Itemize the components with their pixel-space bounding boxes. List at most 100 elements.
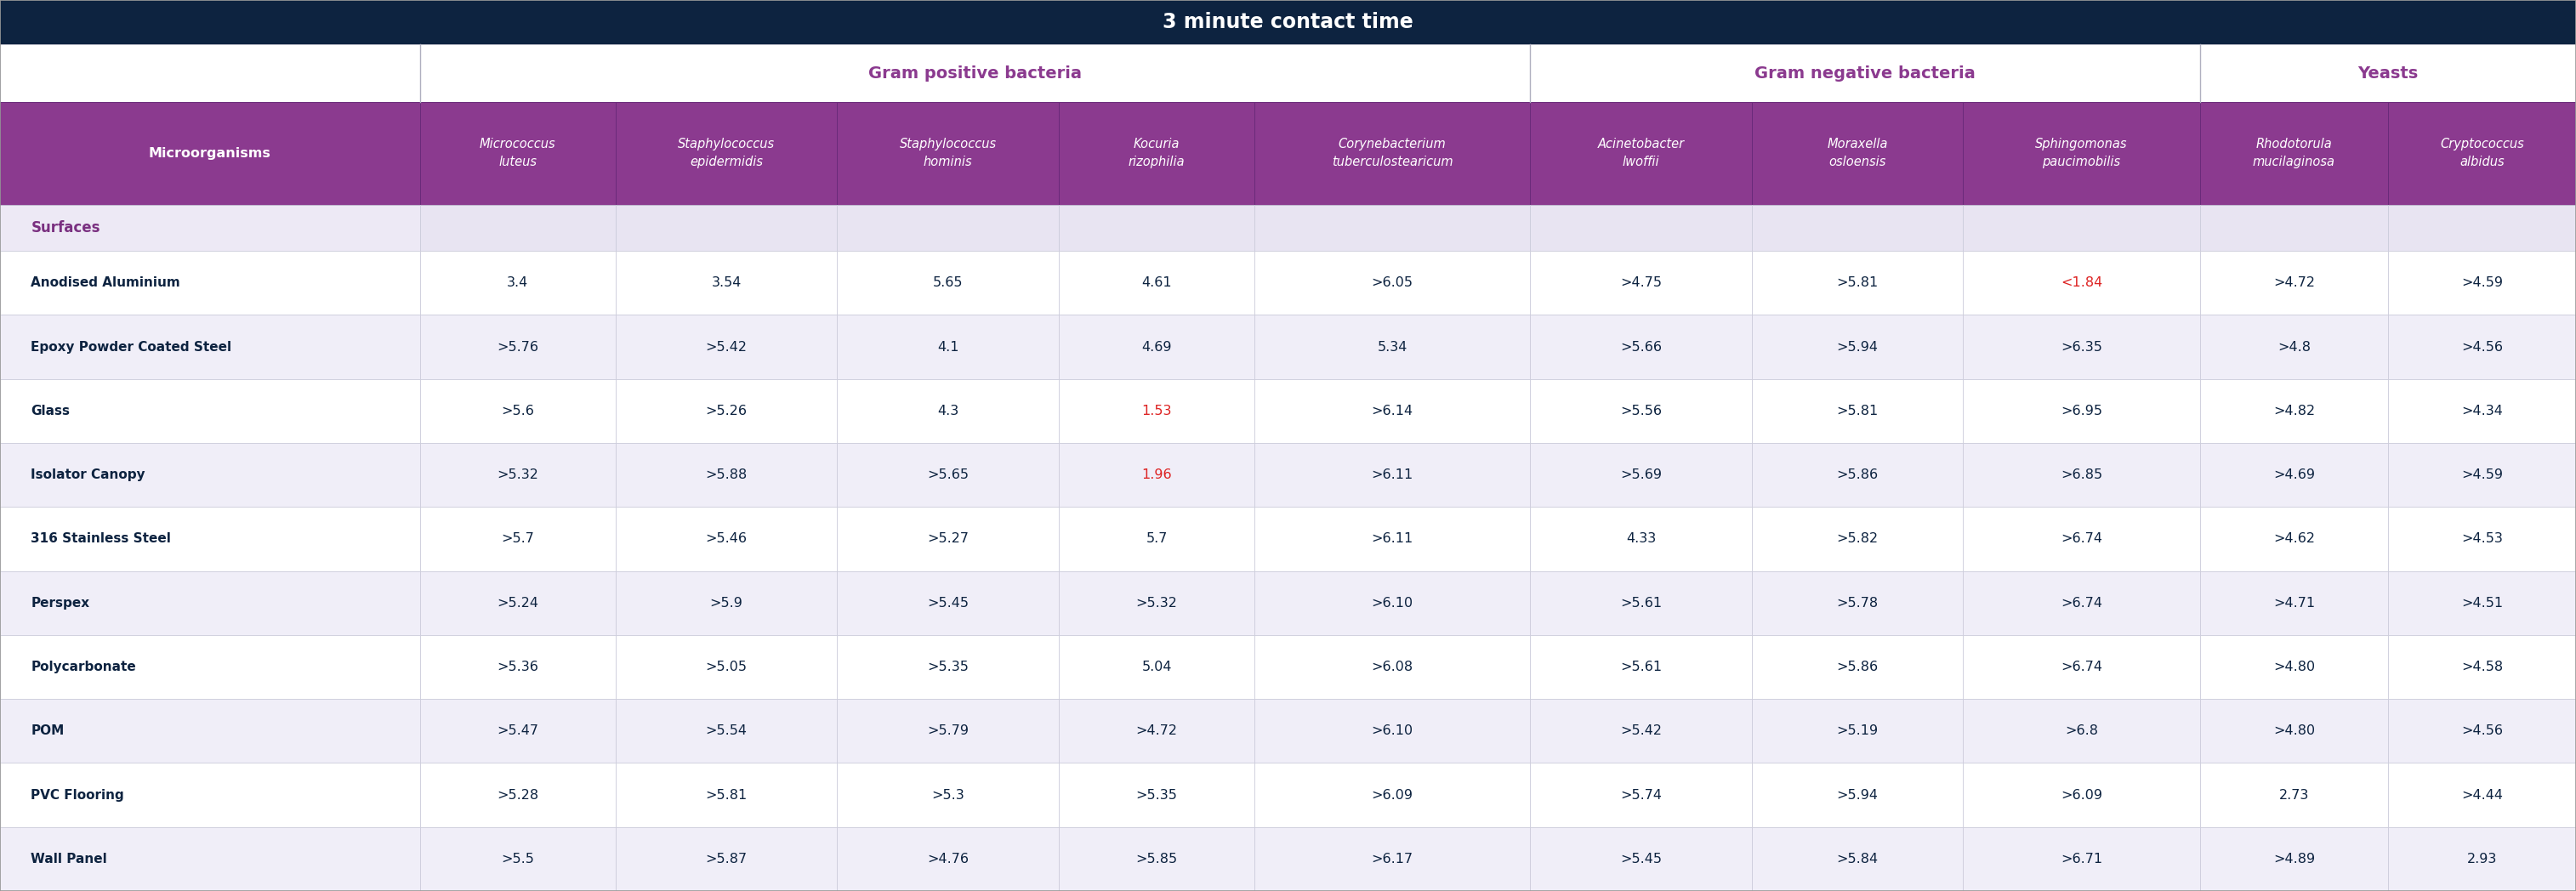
Bar — [1963, 827, 2200, 891]
Bar — [2388, 102, 2576, 205]
Bar — [1963, 635, 2200, 699]
Bar — [1530, 102, 1752, 205]
Bar — [2388, 763, 2576, 827]
Bar — [420, 205, 616, 251]
Bar — [837, 571, 1059, 635]
Text: >5.32: >5.32 — [497, 469, 538, 481]
Text: >4.56: >4.56 — [2460, 340, 2504, 354]
Bar — [1963, 251, 2200, 315]
Bar — [1059, 315, 1255, 379]
Text: >5.45: >5.45 — [927, 597, 969, 609]
Text: >5.42: >5.42 — [1620, 724, 1662, 738]
Text: 1.53: 1.53 — [1141, 405, 1172, 417]
Text: Yeasts: Yeasts — [2357, 65, 2419, 81]
Bar — [1963, 315, 2200, 379]
Bar — [1752, 315, 1963, 379]
Bar — [616, 763, 837, 827]
Bar — [0, 699, 420, 763]
Bar — [616, 827, 837, 891]
Bar — [1963, 102, 2200, 205]
Text: >5.82: >5.82 — [1837, 533, 1878, 545]
Text: 4.61: 4.61 — [1141, 276, 1172, 290]
Bar — [837, 379, 1059, 443]
Text: Anodised Aluminium: Anodised Aluminium — [31, 276, 180, 290]
Text: Corynebacterium
tuberculostearicum: Corynebacterium tuberculostearicum — [1332, 138, 1453, 168]
Bar — [420, 251, 616, 315]
Bar — [1255, 827, 1530, 891]
Bar — [0, 315, 420, 379]
Bar — [1255, 379, 1530, 443]
Bar — [0, 635, 420, 699]
Bar — [2388, 379, 2576, 443]
Text: >5.36: >5.36 — [497, 660, 538, 674]
Text: >6.8: >6.8 — [2066, 724, 2097, 738]
Bar — [1255, 205, 1530, 251]
Bar — [616, 571, 837, 635]
Bar — [1752, 763, 1963, 827]
Bar — [1255, 443, 1530, 507]
Bar — [1752, 699, 1963, 763]
Bar — [837, 827, 1059, 891]
Bar — [0, 0, 2576, 45]
Text: >5.81: >5.81 — [1837, 276, 1878, 290]
Bar — [1752, 102, 1963, 205]
Text: >6.09: >6.09 — [2061, 789, 2102, 801]
Text: >5.54: >5.54 — [706, 724, 747, 738]
Text: >6.05: >6.05 — [1370, 276, 1414, 290]
Text: >5.05: >5.05 — [706, 660, 747, 674]
Text: >6.35: >6.35 — [2061, 340, 2102, 354]
Bar — [616, 251, 837, 315]
Text: >5.88: >5.88 — [706, 469, 747, 481]
Text: >5.28: >5.28 — [497, 789, 538, 801]
Bar — [1530, 315, 1752, 379]
Text: >4.69: >4.69 — [2272, 469, 2316, 481]
Bar — [420, 379, 616, 443]
Bar — [0, 251, 420, 315]
Text: Gram negative bacteria: Gram negative bacteria — [1754, 65, 1976, 81]
Text: >5.6: >5.6 — [502, 405, 533, 417]
Text: >4.76: >4.76 — [927, 853, 969, 865]
Text: >5.84: >5.84 — [1837, 853, 1878, 865]
Text: 2.93: 2.93 — [2468, 853, 2496, 865]
Text: >5.7: >5.7 — [502, 533, 533, 545]
Text: >4.8: >4.8 — [2277, 340, 2311, 354]
Bar — [1530, 379, 1752, 443]
Text: >4.71: >4.71 — [2272, 597, 2316, 609]
Bar — [2200, 251, 2388, 315]
Bar — [1255, 763, 1530, 827]
Text: >5.86: >5.86 — [1837, 469, 1878, 481]
Bar — [420, 827, 616, 891]
Bar — [1059, 102, 1255, 205]
Text: >5.65: >5.65 — [927, 469, 969, 481]
Text: >6.11: >6.11 — [1370, 469, 1414, 481]
Text: >4.44: >4.44 — [2460, 789, 2504, 801]
Text: >4.80: >4.80 — [2272, 660, 2316, 674]
Text: >4.34: >4.34 — [2460, 405, 2504, 417]
Text: >5.86: >5.86 — [1837, 660, 1878, 674]
Bar — [2388, 443, 2576, 507]
Bar — [1530, 571, 1752, 635]
Text: >5.66: >5.66 — [1620, 340, 1662, 354]
Bar — [837, 763, 1059, 827]
Bar — [1530, 699, 1752, 763]
Text: >5.5: >5.5 — [502, 853, 533, 865]
Bar — [2200, 507, 2388, 571]
Text: 4.3: 4.3 — [938, 405, 958, 417]
Bar — [0, 763, 420, 827]
Bar — [1530, 443, 1752, 507]
Text: >5.35: >5.35 — [1136, 789, 1177, 801]
Text: >4.72: >4.72 — [2272, 276, 2316, 290]
Text: >4.89: >4.89 — [2272, 853, 2316, 865]
Bar — [1963, 571, 2200, 635]
Bar — [1255, 635, 1530, 699]
Bar — [837, 699, 1059, 763]
Bar — [420, 102, 616, 205]
Bar — [1059, 827, 1255, 891]
Bar — [2200, 635, 2388, 699]
Text: >6.09: >6.09 — [1370, 789, 1414, 801]
Bar — [420, 507, 616, 571]
Bar — [1255, 102, 1530, 205]
Text: >5.76: >5.76 — [497, 340, 538, 354]
Text: >5.47: >5.47 — [497, 724, 538, 738]
Text: 5.7: 5.7 — [1146, 533, 1167, 545]
